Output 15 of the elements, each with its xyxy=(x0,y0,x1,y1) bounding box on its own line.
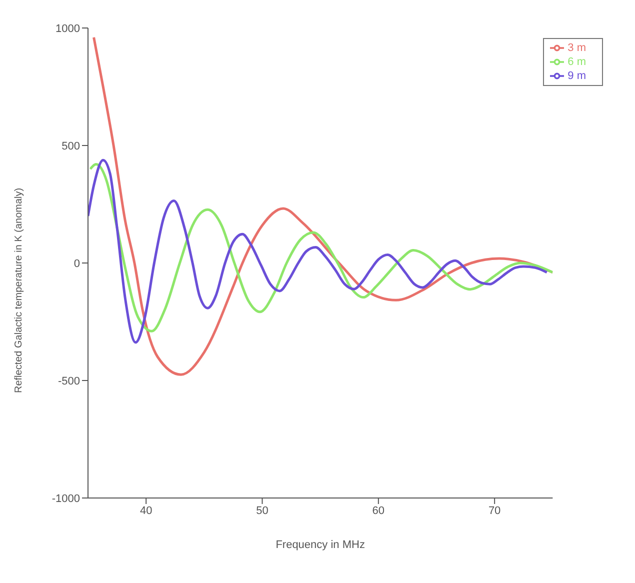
line-series xyxy=(92,36,553,376)
legend-label: 9 m xyxy=(568,70,586,82)
y-axis-title: Reflected Galactic temperature in K (anomaly) xyxy=(14,188,25,393)
y-tick-label: 500 xyxy=(62,140,80,152)
legend-label: 6 m xyxy=(568,56,586,68)
x-tick-label: 60 xyxy=(372,504,385,517)
x-tick-label: 40 xyxy=(140,504,152,517)
legend-label: 3 m xyxy=(568,42,586,54)
x-tick-label: 70 xyxy=(488,504,501,517)
x-tick-label: 50 xyxy=(256,504,268,517)
y-tick-label: 1000 xyxy=(56,22,80,35)
x-axis-title: Frequency in MHz xyxy=(276,539,365,551)
y-tick-label: -500 xyxy=(58,375,80,388)
y-tick-label: 0 xyxy=(74,258,80,270)
y-tick-label: -1000 xyxy=(52,492,80,505)
